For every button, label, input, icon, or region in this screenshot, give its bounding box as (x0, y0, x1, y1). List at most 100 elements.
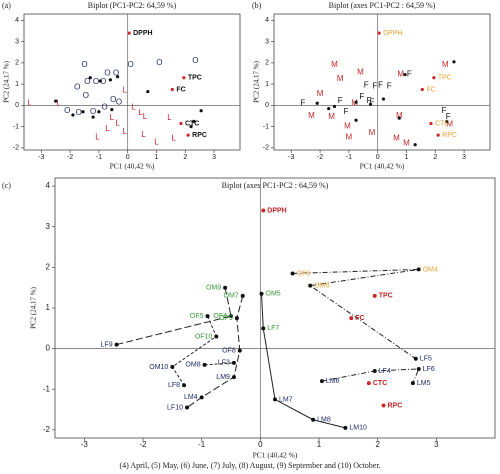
point-marker: L (143, 112, 148, 121)
point-marker: L (28, 98, 33, 107)
point (146, 89, 150, 94)
point (381, 97, 386, 101)
point (273, 397, 277, 402)
point-label: OM8 (185, 362, 200, 369)
point (202, 362, 207, 367)
point-marker: O (76, 108, 82, 117)
point-marker: F (387, 81, 392, 90)
point (416, 267, 421, 272)
point-marker: M (393, 133, 400, 142)
x-tick-label: 3 (212, 154, 216, 161)
point (71, 113, 75, 117)
point-label: TPC (438, 75, 452, 82)
y-axis-label: PC2 (24,17 %) (253, 60, 261, 102)
point-label: LF5 (420, 356, 432, 363)
point-label: TPC (379, 293, 393, 300)
point-marker: L (141, 130, 146, 139)
point-marker: F (344, 107, 349, 116)
point (108, 78, 112, 82)
point (259, 291, 264, 296)
x-tick-label: 1 (317, 440, 322, 449)
x-tick-label: 0 (126, 154, 130, 161)
x-tick-label: -3 (81, 440, 89, 449)
point-label: OF5 (190, 313, 204, 320)
x-tick-label: -1 (346, 154, 352, 161)
point-label: LM7 (279, 396, 293, 403)
plot-frame (23, 13, 241, 151)
y-tick-label: 0 (265, 102, 269, 109)
point (377, 31, 381, 35)
x-tick-label: -2 (67, 154, 73, 161)
point-label: OF8 (222, 348, 236, 355)
point (261, 326, 266, 331)
point (229, 314, 233, 319)
point (199, 395, 204, 400)
x-tick-label: -2 (139, 440, 147, 449)
point (91, 115, 95, 119)
point-marker: L (131, 103, 136, 112)
point (436, 133, 440, 137)
point (214, 334, 219, 339)
panel-label: (c) (2, 181, 11, 190)
y-tick-label: -1 (13, 123, 19, 130)
point (116, 75, 120, 79)
point (205, 314, 210, 319)
point-marker: O (64, 106, 70, 115)
point-label: LF10 (167, 404, 183, 411)
point-marker: O (127, 60, 133, 69)
point (410, 381, 415, 386)
point-marker: M (403, 139, 410, 148)
x-tick-label: -3 (288, 154, 294, 161)
y-tick-label: 3 (265, 38, 269, 45)
point-marker: F (359, 92, 364, 101)
point-label: LM10 (349, 425, 367, 432)
y-tick-label: 4 (15, 17, 19, 24)
point (429, 121, 433, 126)
point-marker: O (102, 103, 108, 112)
point (413, 356, 418, 361)
point (403, 72, 407, 77)
point-label: LM9 (216, 374, 230, 381)
point-marker: L (95, 132, 100, 141)
point-label: FC (426, 86, 435, 93)
point (290, 271, 295, 276)
x-axis-label: PC1 (40,42 %) (110, 162, 155, 171)
point-marker: L (56, 98, 61, 107)
x-axis-label: PC1 (40,42 %) (253, 451, 298, 460)
point-marker: L (154, 138, 159, 147)
y-tick-label: 2 (15, 60, 19, 67)
point (319, 379, 324, 384)
point (240, 293, 245, 298)
point (413, 143, 417, 147)
trajectory-line (292, 268, 419, 360)
point-marker: L (172, 133, 177, 142)
point-marker: O (84, 77, 90, 86)
point-label: OM6 (314, 283, 329, 290)
y-tick-label: -2 (13, 145, 19, 152)
point-label: LF9 (101, 341, 113, 348)
x-tick-label: 3 (462, 154, 466, 161)
point-marker: L (105, 124, 110, 133)
point-label: CTC (435, 120, 449, 127)
point-label: LM4 (184, 394, 198, 401)
point-marker: F (364, 80, 369, 89)
point (368, 102, 373, 106)
y-tick-label: 1 (15, 81, 19, 88)
point-marker: O (74, 82, 80, 91)
point (452, 60, 456, 64)
point-marker: F (378, 80, 383, 89)
point-marker: F (372, 81, 377, 90)
point-marker: M (357, 68, 364, 77)
y-tick-label: 4 (265, 17, 269, 24)
point-label: LF7 (267, 325, 279, 332)
x-tick-label: -1 (198, 440, 206, 449)
point (54, 99, 58, 103)
point-marker: M (369, 128, 376, 137)
chart-title: Biplot (PC1-PC2: 64,59 %) (88, 1, 177, 10)
point (127, 31, 131, 35)
point-marker: F (407, 70, 412, 79)
point (88, 76, 92, 80)
point-marker: O (100, 77, 106, 86)
point-marker: M (346, 132, 353, 141)
point-marker: F (369, 97, 374, 106)
